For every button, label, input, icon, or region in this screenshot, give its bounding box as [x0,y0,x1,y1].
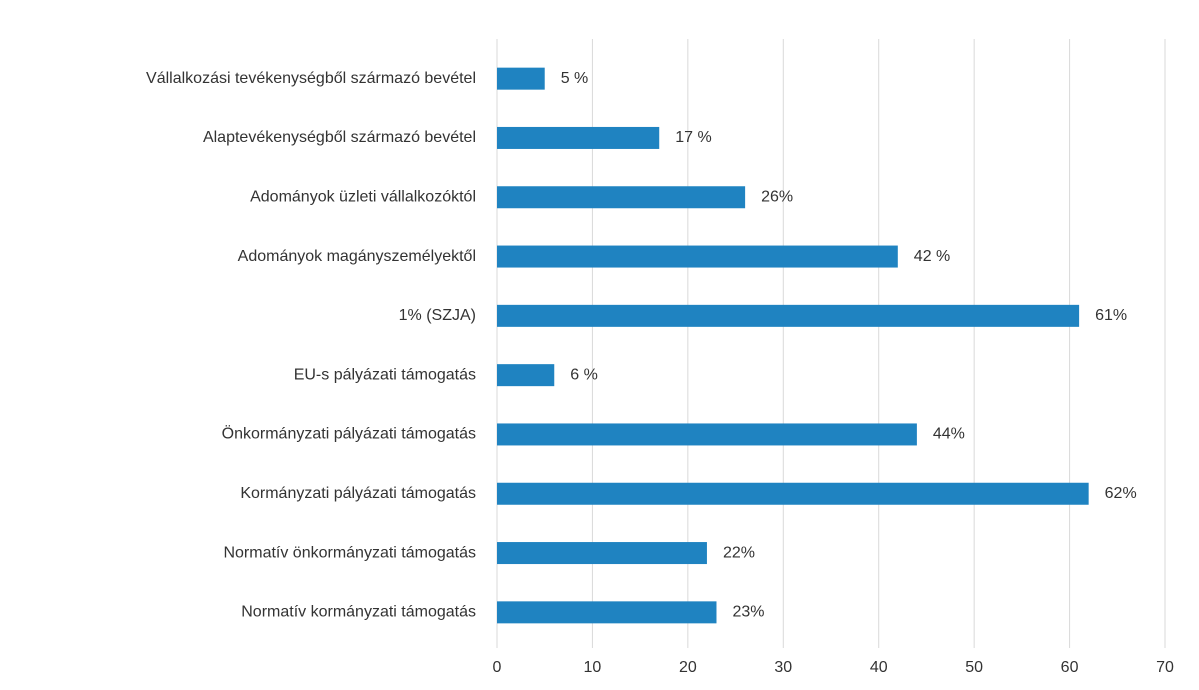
x-tick-label: 30 [774,659,792,676]
x-tick-label: 0 [493,659,502,676]
data-label: 44% [933,426,965,443]
x-tick-label: 10 [584,659,602,676]
bar [497,304,1080,327]
data-label: 26% [761,188,793,205]
bar [497,126,660,149]
bar [497,542,707,565]
bar [497,186,746,209]
x-tick-label: 50 [965,659,983,676]
bar [497,601,717,624]
data-label: 17 % [675,129,711,146]
x-tick-label: 60 [1061,659,1079,676]
bar [497,67,545,90]
bar [497,423,917,446]
y-tick-label: Normatív önkormányzati támogatás [223,544,476,561]
y-tick-label: Alaptevékenységből származó bevétel [203,129,476,146]
y-tick-label: Önkormányzati pályázati támogatás [222,425,476,443]
bar [497,364,555,387]
data-label: 61% [1095,307,1127,324]
data-label: 6 % [570,366,598,383]
y-tick-label: Adományok üzleti vállalkozóktól [250,188,476,205]
bar [497,245,898,268]
y-tick-label: 1% (SZJA) [399,307,476,324]
data-label: 62% [1105,485,1137,502]
data-label: 5 % [561,70,589,87]
y-tick-label: EU-s pályázati támogatás [294,366,476,383]
data-label: 42 % [914,248,950,265]
data-label: 23% [732,604,764,621]
x-tick-label: 40 [870,659,888,676]
x-tick-label: 20 [679,659,697,676]
y-tick-label: Adományok magányszemélyektől [238,248,476,265]
y-tick-label: Kormányzati pályázati támogatás [240,485,476,502]
y-tick-label: Normatív kormányzati támogatás [241,604,476,621]
x-tick-label: 70 [1156,659,1174,676]
bar [497,482,1089,505]
y-tick-label: Vállalkozási tevékenységből származó bev… [146,70,476,87]
data-label: 22% [723,544,755,561]
